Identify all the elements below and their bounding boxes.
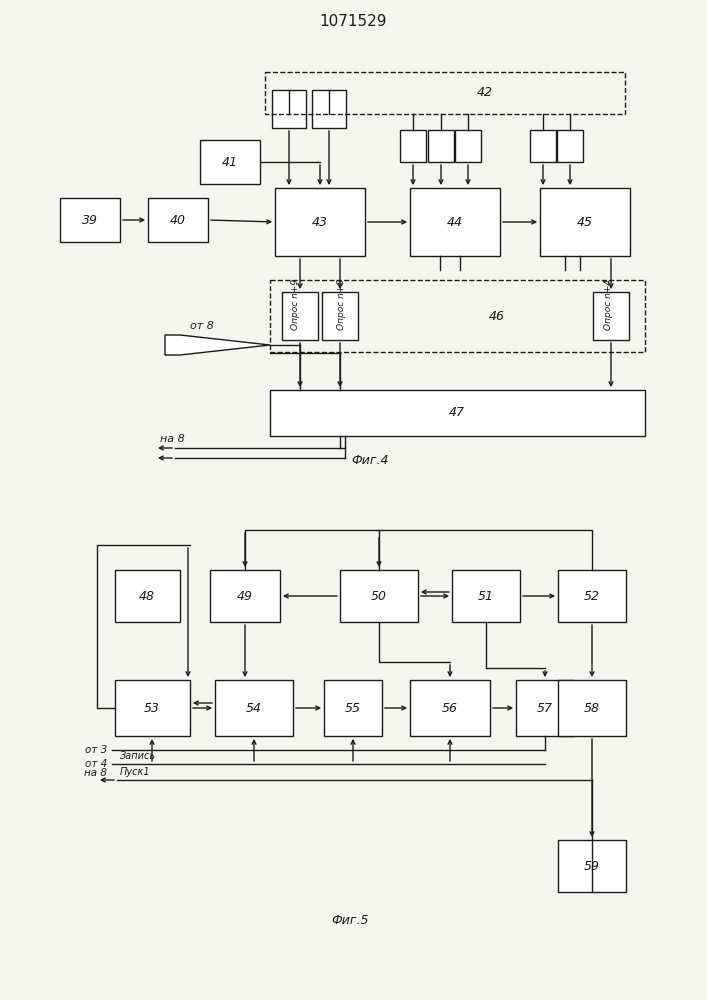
Bar: [275, 188, 365, 256]
Text: от 8: от 8: [190, 321, 214, 331]
Text: Пуск1: Пуск1: [120, 767, 151, 777]
Bar: [324, 680, 382, 736]
Text: 42: 42: [477, 87, 493, 100]
Bar: [593, 292, 629, 340]
Text: 43: 43: [312, 216, 328, 229]
Bar: [410, 188, 500, 256]
Bar: [265, 72, 625, 114]
Bar: [115, 570, 180, 622]
Bar: [148, 198, 208, 242]
Polygon shape: [165, 335, 270, 355]
Bar: [530, 130, 556, 162]
Text: 41: 41: [222, 155, 238, 168]
Bar: [272, 90, 306, 128]
Text: Опрос n+9: Опрос n+9: [291, 279, 300, 330]
Bar: [340, 570, 418, 622]
Text: от 3: от 3: [85, 745, 107, 755]
Bar: [516, 680, 574, 736]
Text: 48: 48: [139, 589, 155, 602]
Bar: [455, 130, 481, 162]
Text: 57: 57: [537, 702, 553, 714]
Text: 56: 56: [442, 702, 458, 714]
Bar: [115, 680, 190, 736]
Bar: [312, 90, 346, 128]
Bar: [282, 292, 318, 340]
Text: 1071529: 1071529: [320, 14, 387, 29]
Text: 55: 55: [345, 702, 361, 714]
Bar: [322, 292, 358, 340]
Text: на 8: на 8: [160, 434, 185, 444]
Bar: [200, 140, 260, 184]
Text: Фиг.5: Фиг.5: [332, 914, 369, 926]
Text: Фиг.4: Фиг.4: [351, 454, 389, 466]
Bar: [558, 840, 626, 892]
Text: 40: 40: [170, 214, 186, 227]
Text: 58: 58: [584, 702, 600, 714]
Text: 49: 49: [237, 589, 253, 602]
Text: 46: 46: [489, 310, 505, 322]
Text: Опрос n+8: Опрос n+8: [337, 279, 346, 330]
Bar: [428, 130, 454, 162]
Text: 50: 50: [371, 589, 387, 602]
Bar: [60, 198, 120, 242]
Bar: [558, 680, 626, 736]
Bar: [452, 570, 520, 622]
Bar: [557, 130, 583, 162]
Text: 51: 51: [478, 589, 494, 602]
Text: 53: 53: [144, 702, 160, 714]
Bar: [270, 280, 645, 352]
Bar: [215, 680, 293, 736]
Bar: [558, 570, 626, 622]
Text: 59: 59: [584, 859, 600, 872]
Text: на 8: на 8: [84, 768, 107, 778]
Text: 52: 52: [584, 589, 600, 602]
Bar: [540, 188, 630, 256]
Text: 39: 39: [82, 214, 98, 227]
Text: 44: 44: [447, 216, 463, 229]
Text: 47: 47: [449, 406, 465, 420]
Text: Опрос n+4: Опрос n+4: [604, 279, 614, 330]
Text: 45: 45: [577, 216, 593, 229]
Bar: [410, 680, 490, 736]
Bar: [270, 390, 645, 436]
Bar: [210, 570, 280, 622]
Text: 54: 54: [246, 702, 262, 714]
Bar: [400, 130, 426, 162]
Text: от 4: от 4: [85, 759, 107, 769]
Text: Запись: Запись: [120, 751, 156, 761]
